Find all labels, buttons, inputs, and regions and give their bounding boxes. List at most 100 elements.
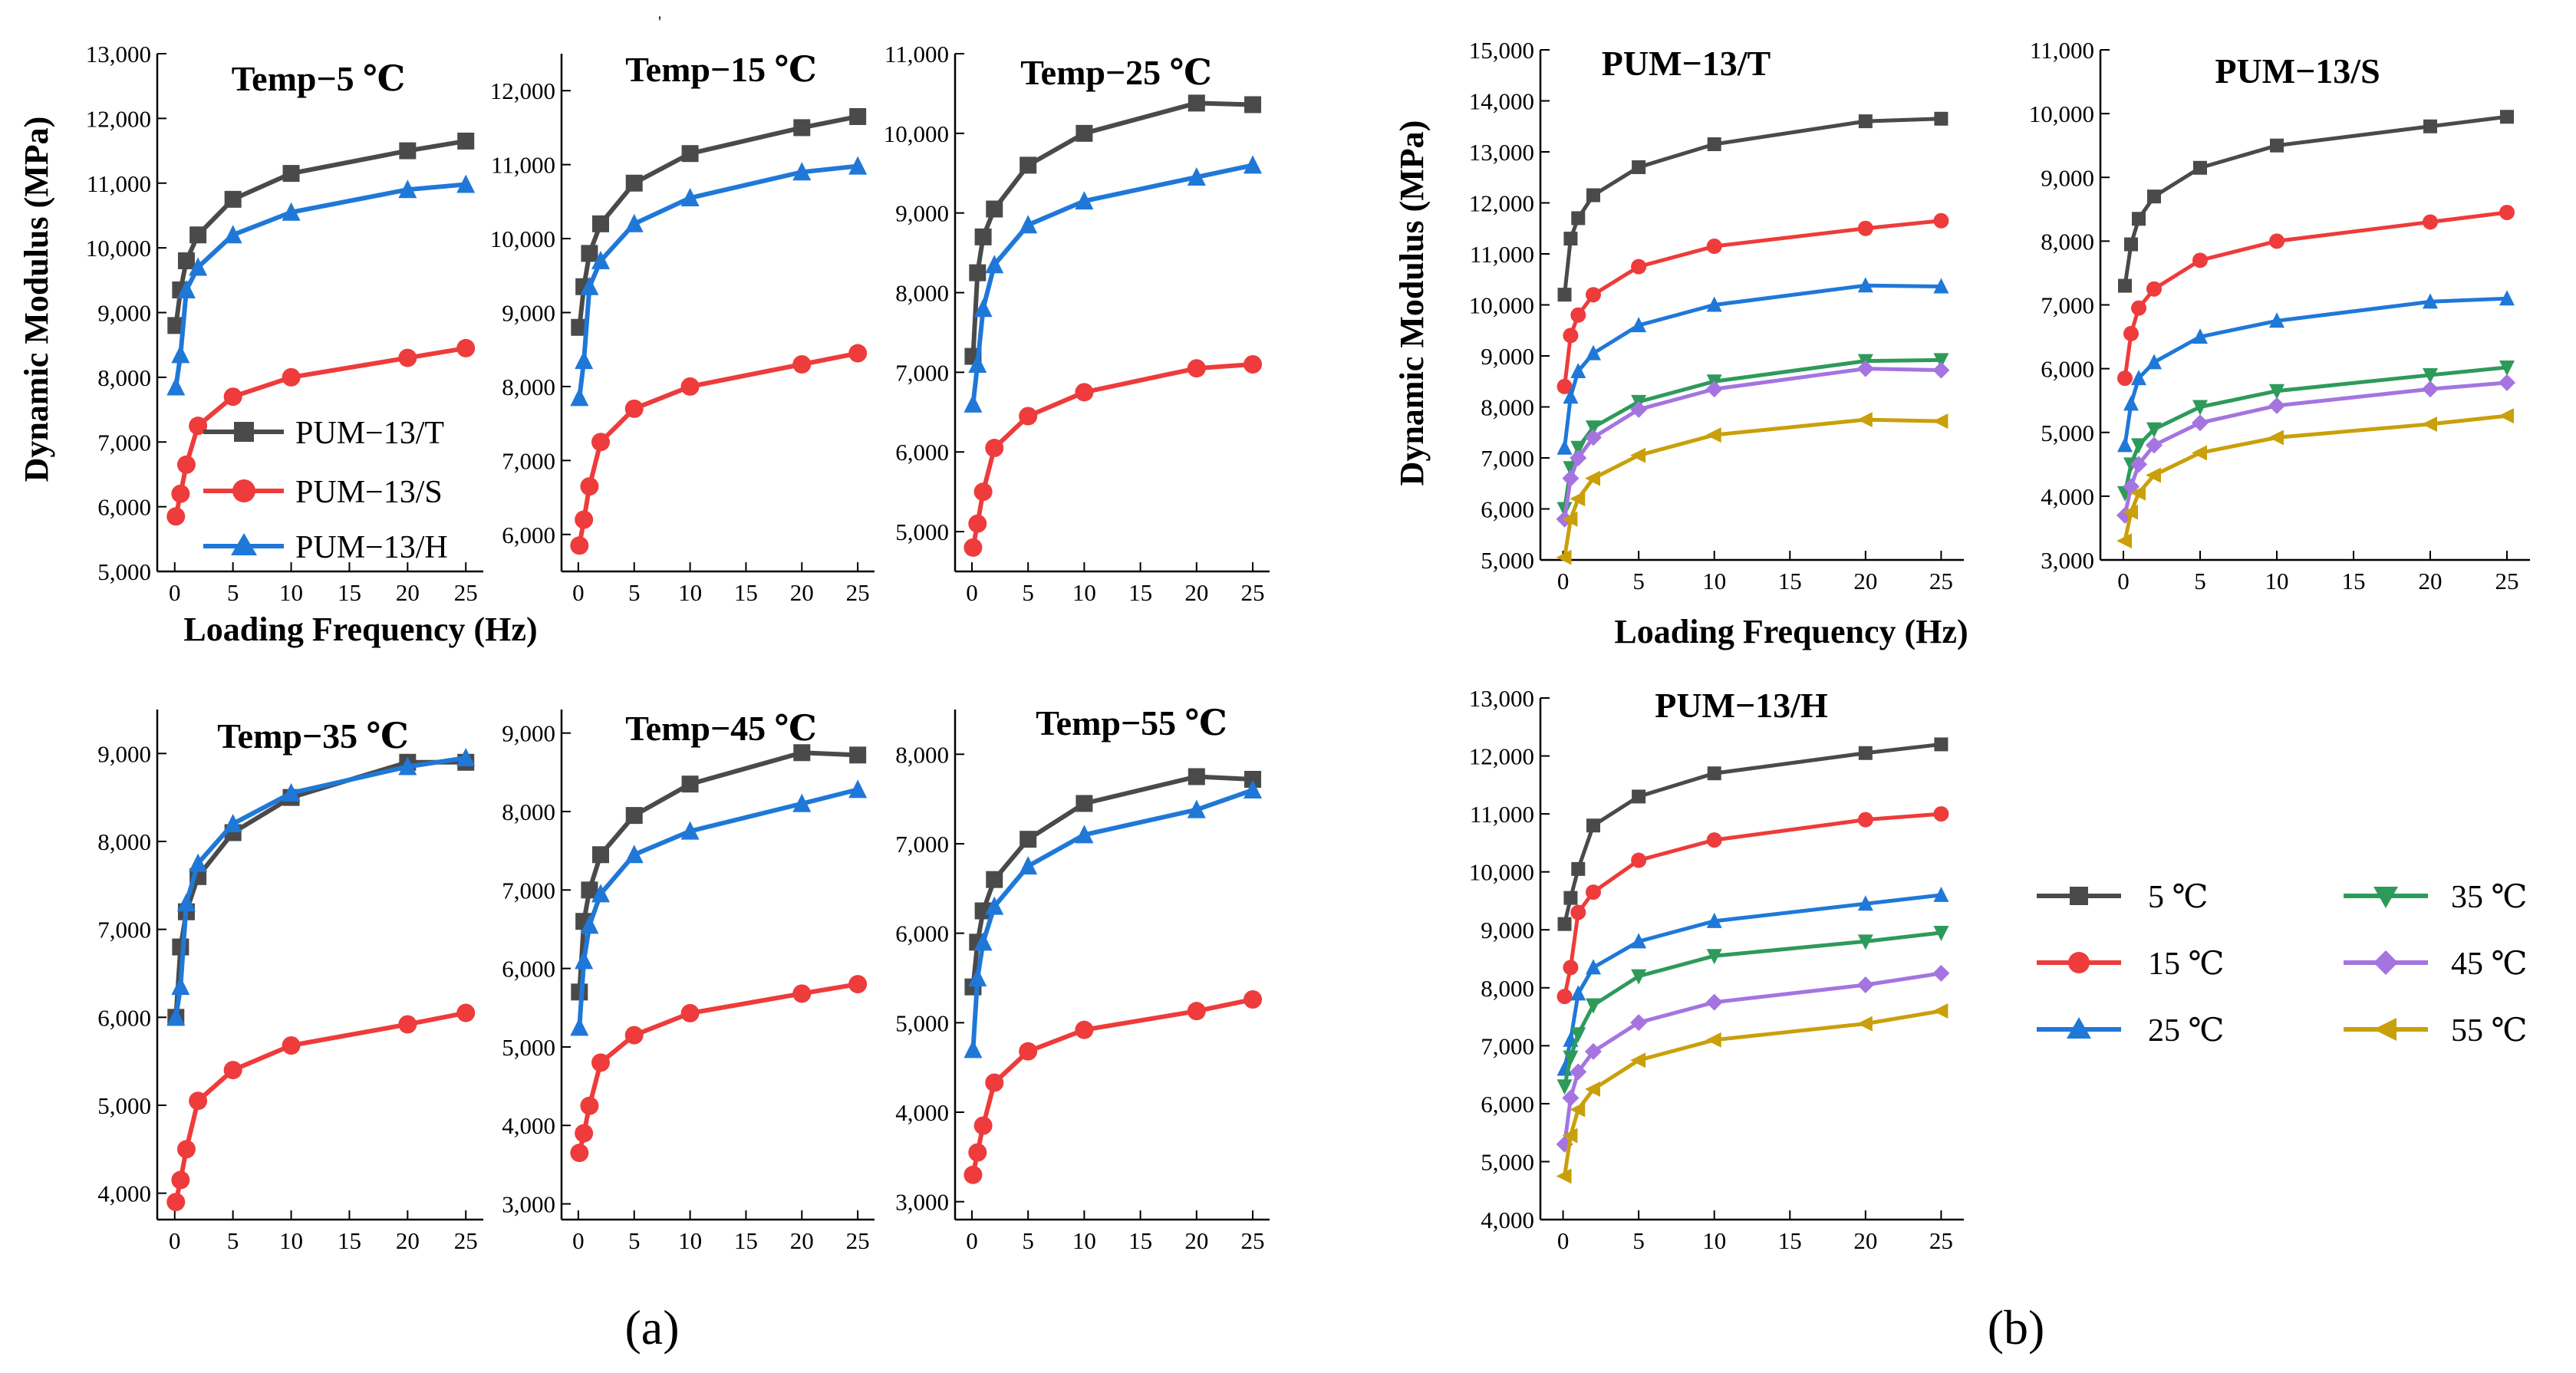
square-marker [969, 264, 987, 282]
series-line [970, 163, 1253, 405]
triangle-up-marker [1570, 985, 1586, 1001]
series-a6-2 [964, 780, 1263, 1059]
legend-b-item-55: 55 ℃ [2344, 1013, 2527, 1049]
triangle-up-marker [1631, 317, 1647, 333]
diamond-marker [1556, 1135, 1573, 1153]
y-tick-label: 5,000 [2041, 420, 2094, 446]
square-marker [974, 902, 992, 920]
chart-panel-a5: 3,000 4,000 5,000 6,000 7,000 8,000 9,000 0 5 10 1… [502, 709, 875, 1254]
circle-marker [792, 355, 812, 374]
x-tick-label: 5 [628, 579, 641, 606]
series-a5-1 [570, 975, 868, 1163]
triangle-down-marker [1570, 440, 1586, 456]
x-tick-label: 0 [169, 1227, 181, 1254]
triangle-up-marker [680, 188, 700, 207]
series-b2-4 [2116, 374, 2515, 524]
diamond-marker [1562, 1089, 1580, 1107]
x-tick-label: 20 [1184, 579, 1208, 606]
panel-title-b3: PUM−13/H [1655, 686, 1828, 725]
square-marker [1858, 114, 1873, 129]
y-tick-label: 6,000 [1481, 496, 1534, 523]
square-marker [592, 846, 609, 864]
y-tick-label: 11,000 [884, 41, 949, 67]
circle-marker [2117, 370, 2133, 387]
triangle-up-marker [2131, 370, 2146, 386]
series-a1-0 [167, 132, 475, 334]
triangle-down-marker [1933, 926, 1949, 941]
x-tick-label: 10 [1702, 1227, 1726, 1254]
square-marker [1707, 766, 1721, 781]
panel-title-b1: PUM−13/T [1602, 44, 1771, 83]
circle-marker [456, 1003, 476, 1022]
y-tick-label: 3,000 [895, 1189, 949, 1216]
x-tick-label: 15 [734, 1227, 758, 1254]
diamond-marker [2146, 436, 2163, 454]
diamond-marker [1585, 1042, 1602, 1060]
y-axis-label-a: Dynamic Modulus (MPa) [18, 117, 55, 482]
series-b2-5 [2116, 408, 2514, 549]
triangle-up-marker [1933, 886, 1949, 902]
x-tick-label: 0 [2117, 568, 2130, 594]
triangle-up-marker [968, 354, 987, 373]
circle-marker [1187, 359, 1206, 378]
triangle-up-marker [792, 793, 812, 812]
y-tick-label: 4,000 [2041, 483, 2094, 510]
triangle-up-marker [2146, 354, 2162, 370]
y-tick-label: 15,000 [1469, 37, 1534, 64]
series-b2-2 [2117, 290, 2515, 453]
series-b1-5 [1556, 412, 1948, 565]
diamond-marker [1570, 1063, 1587, 1081]
triangle-up-marker [2499, 290, 2515, 306]
legend-triangle-marker [231, 533, 257, 555]
legend-triangle-left-marker [2373, 1018, 2396, 1041]
circle-marker [2146, 281, 2162, 297]
x-tick-label: 5 [1022, 579, 1034, 606]
triangle-up-marker [1019, 856, 1038, 875]
circle-marker [973, 482, 993, 502]
triangle-up-marker [176, 893, 196, 912]
diamond-marker [2268, 397, 2285, 414]
square-marker [1934, 737, 1948, 752]
legend-b-label-5: 5 ℃ [2148, 880, 2208, 915]
x-tick-label: 10 [1702, 568, 1726, 594]
series-line [2123, 413, 2508, 542]
triangle-up-marker [575, 950, 594, 970]
y-axis-label-b: Dynamic Modulus (MPa) [1393, 120, 1431, 486]
square-marker [2147, 189, 2161, 204]
triangle-up-marker [166, 1007, 186, 1026]
series-a5-0 [571, 744, 867, 1001]
y-tick-label: 4,000 [97, 1180, 151, 1207]
legend-a-label-h: PUM−13/H [295, 530, 448, 565]
x-tick-label: 15 [338, 579, 361, 606]
triangle-up-marker [2123, 395, 2139, 411]
triangle-up-marker [848, 779, 868, 798]
triangle-up-marker [985, 896, 1004, 915]
x-axis-label-a: Loading Frequency (Hz) [183, 611, 537, 648]
y-tick-label: 5,000 [895, 1009, 949, 1036]
triangle-up-marker [1019, 215, 1038, 234]
circle-marker [176, 1140, 196, 1159]
diamond-marker [2130, 456, 2147, 473]
legend-b-item-5: 5 ℃ [2037, 880, 2208, 915]
series-line [970, 362, 1253, 548]
y-tick-label: 5,000 [895, 519, 949, 545]
legend-a-item-h: PUM−13/H [203, 530, 448, 565]
triangle-up-marker [964, 1039, 983, 1059]
triangle-down-marker [2192, 400, 2208, 416]
series-b1-3 [1556, 353, 1949, 518]
series-a4-0 [167, 753, 475, 1026]
y-tick-label: 7,000 [1481, 1032, 1534, 1059]
triangle-up-marker [570, 1017, 589, 1036]
x-tick-label: 0 [1557, 1227, 1570, 1254]
x-tick-label: 25 [1929, 568, 1953, 594]
legend-circle-marker [2068, 952, 2090, 973]
panel-title-a5: Temp−45 ℃ [625, 709, 817, 748]
square-marker [1020, 156, 1037, 174]
triangle-left-marker [1705, 1032, 1721, 1048]
circle-marker [1857, 812, 1873, 828]
triangle-up-marker [1075, 191, 1094, 210]
y-tick-label: 9,000 [2041, 164, 2094, 191]
triangle-up-marker [1556, 439, 1573, 455]
circle-marker [398, 348, 417, 367]
x-tick-label: 25 [454, 1227, 478, 1254]
